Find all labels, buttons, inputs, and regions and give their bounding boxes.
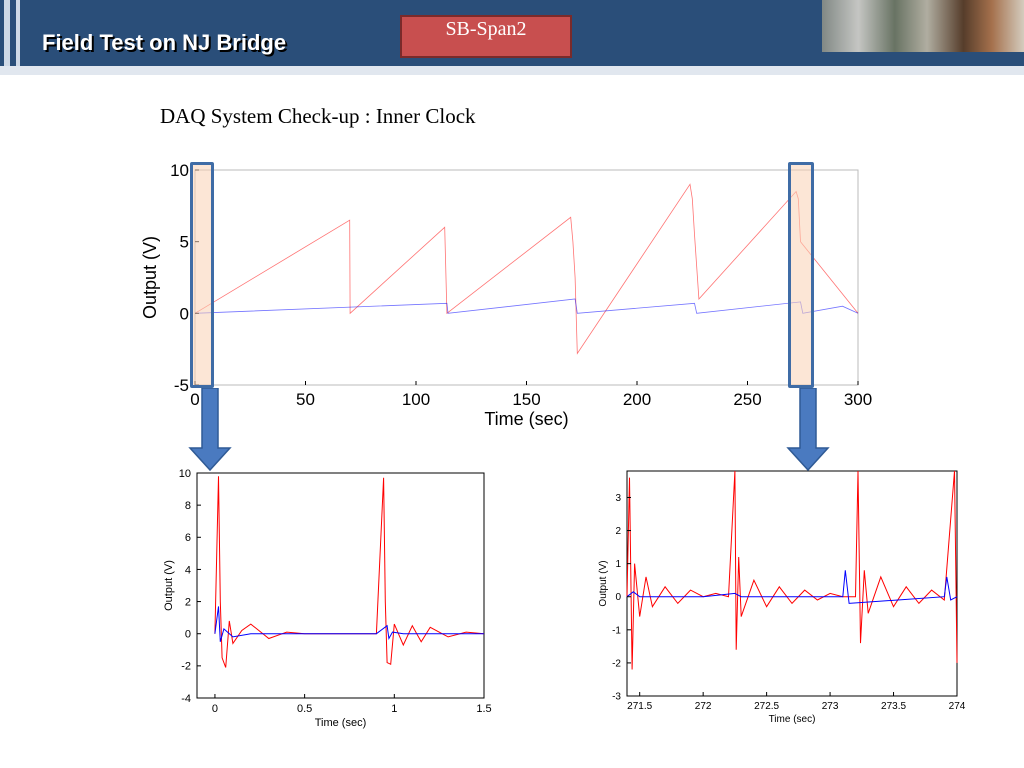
x-tick-label: 0 [212, 703, 218, 715]
plot-frame [196, 472, 485, 699]
y-axis-label: Output (V) [163, 560, 175, 611]
x-tick-label: 272 [695, 701, 712, 712]
slide-subtitle: DAQ System Check-up : Inner Clock [160, 104, 476, 128]
y-axis-label: Output (V) [598, 560, 609, 606]
x-tick-label: 250 [733, 390, 761, 409]
x-tick-label: 300 [844, 390, 872, 409]
bridge-photo-strip [822, 0, 1024, 52]
x-axis-label: Time (sec) [769, 714, 816, 725]
y-tick-label: 3 [615, 493, 621, 504]
x-tick-label: 1 [391, 703, 397, 715]
highlight-box-left [190, 162, 214, 388]
x-tick-label: 273 [822, 701, 839, 712]
header-stripe [16, 0, 20, 75]
series-line-2 [194, 298, 859, 314]
y-axis-label: Output (V) [140, 236, 160, 319]
zoom-chart-right: 271.5 272 272.5 273 273.5 274 -3 -2 -1 0 1 2 3 Time (… [598, 470, 966, 725]
y-tick-label: 10 [170, 161, 189, 180]
span-badge: SB-Span2 [400, 15, 572, 58]
y-tick-label: 2 [185, 596, 191, 608]
y-tick-label: 6 [185, 532, 191, 544]
x-axis-label: Time (sec) [484, 409, 568, 429]
header-band [0, 66, 1024, 75]
y-tick-label: 4 [185, 564, 191, 576]
header-banner [0, 0, 1024, 75]
x-tick-label: 271.5 [627, 701, 652, 712]
highlight-box-right [788, 162, 814, 388]
y-tick-label: 5 [180, 233, 189, 252]
y-tick-label: -1 [612, 625, 621, 636]
y-tick-label: 2 [615, 526, 621, 537]
y-tick-label: -3 [612, 692, 621, 703]
x-tick-label: 1.5 [476, 703, 491, 715]
y-tick-label: -2 [612, 658, 621, 669]
series-line-2 [214, 606, 484, 642]
y-tick-label: 0 [185, 629, 191, 641]
page-title: Field Test on NJ Bridge [42, 30, 287, 55]
x-tick-label: 273.5 [881, 701, 906, 712]
down-arrow-right-icon [786, 388, 830, 472]
y-tick-label: 8 [185, 500, 191, 512]
y-tick-label: 0 [615, 592, 621, 603]
x-tick-label: 0 [190, 390, 199, 409]
x-tick-label: 100 [402, 390, 430, 409]
x-tick-label: 274 [949, 701, 966, 712]
plot-frame [194, 169, 859, 386]
y-tick-label: -4 [181, 693, 191, 705]
x-axis-label: Time (sec) [315, 717, 367, 729]
plot-frame [626, 470, 958, 697]
x-tick-label: 200 [623, 390, 651, 409]
zoom-chart-left: 0 0.5 1 1.5 -4 -2 0 2 4 6 8 10 Time (sec) Output (V) [163, 468, 492, 729]
y-tick-label: -5 [174, 376, 189, 395]
x-tick-label: 50 [296, 390, 315, 409]
y-tick-label: 10 [179, 468, 191, 480]
y-tick-label: -2 [181, 661, 191, 673]
x-tick-label: 272.5 [754, 701, 779, 712]
y-tick-label: 1 [615, 559, 621, 570]
x-tick-label: 0.5 [297, 703, 312, 715]
series-line-2 [626, 570, 958, 604]
y-tick-label: 0 [180, 304, 189, 323]
x-tick-label: 150 [512, 390, 540, 409]
header-stripe [4, 0, 10, 75]
down-arrow-left-icon [188, 388, 232, 472]
